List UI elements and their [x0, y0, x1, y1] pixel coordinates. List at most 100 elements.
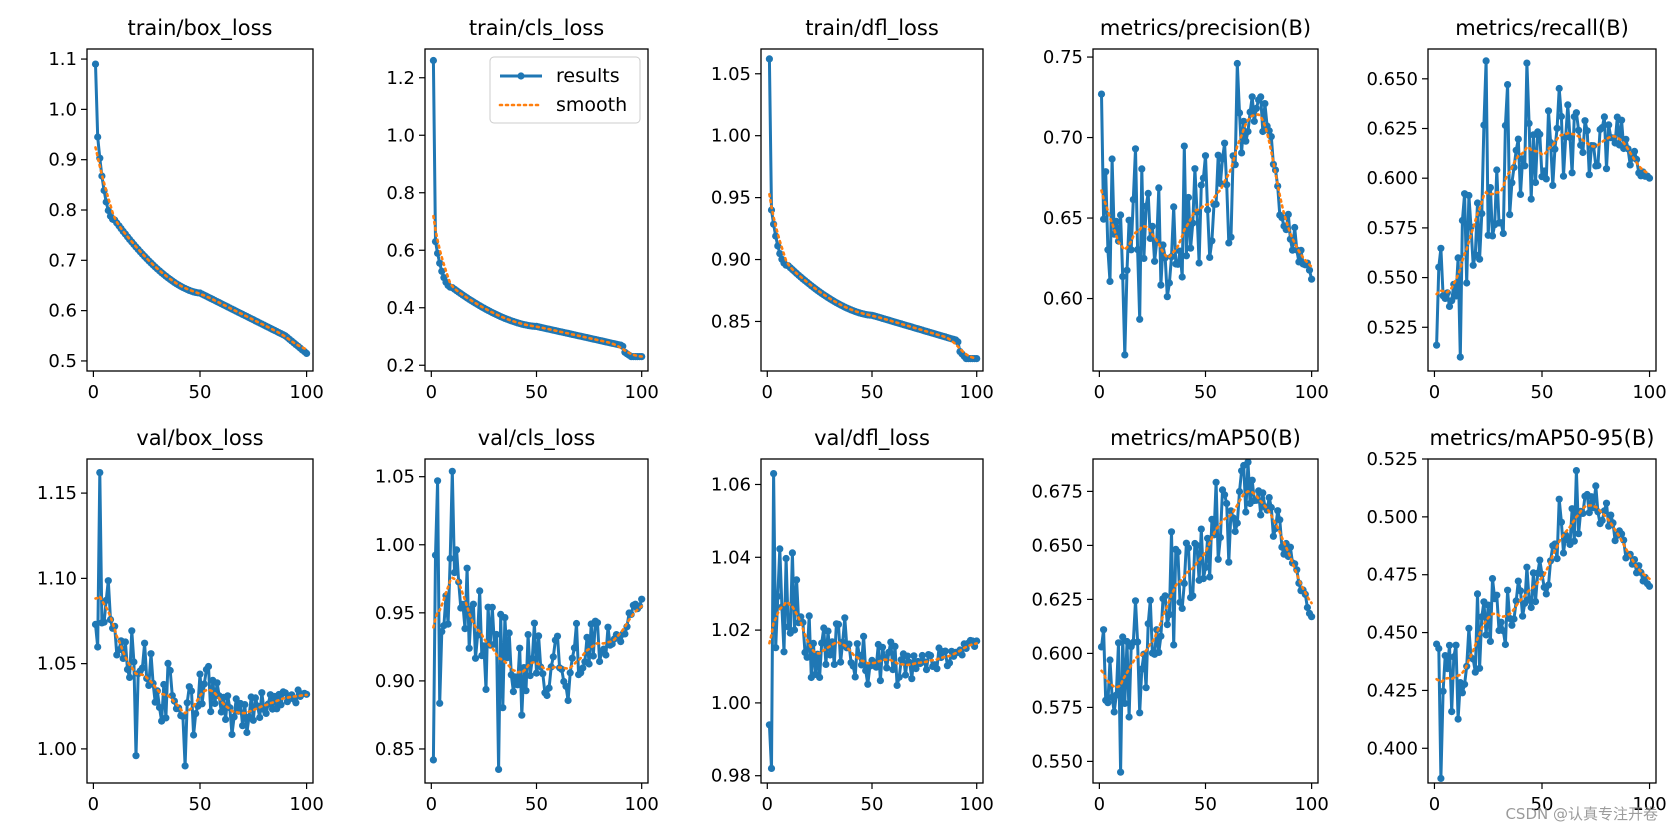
- results-point: [1248, 476, 1256, 484]
- results-point: [774, 242, 782, 250]
- results-point: [1197, 181, 1205, 189]
- y-tick-label: 0.85: [375, 739, 415, 760]
- y-tick-label: 0.70: [1043, 128, 1083, 149]
- plot-frame: [1092, 458, 1319, 784]
- results-point: [933, 665, 941, 673]
- results-point: [1497, 219, 1505, 227]
- results-point: [1170, 641, 1178, 649]
- results-point: [160, 680, 168, 689]
- results-point: [1225, 558, 1233, 566]
- results-point: [1206, 253, 1214, 261]
- results-point: [1144, 620, 1152, 628]
- chart-panel-metrics-map50-b-: metrics/mAP50(B) 0 50 100 0.550 0.575 0.600 0.6…: [1031, 426, 1328, 815]
- results-point: [1131, 145, 1140, 153]
- x-tick-label: 0: [1094, 794, 1105, 815]
- chart-title: train/dfl_loss: [805, 16, 939, 41]
- results-point: [1452, 641, 1460, 649]
- results-point: [1519, 612, 1527, 620]
- results-point: [1199, 174, 1207, 182]
- x-tick-label: 50: [1531, 794, 1554, 815]
- plot-area: [1097, 459, 1316, 776]
- results-point: [1480, 121, 1488, 129]
- results-point: [431, 551, 440, 559]
- y-tick-label: 0.65: [1043, 208, 1083, 229]
- y-tick-label: 0.7: [48, 250, 77, 271]
- results-point: [453, 546, 461, 554]
- results-point: [438, 628, 446, 636]
- results-point: [1129, 196, 1137, 204]
- y-tick-label: 0.525: [1366, 449, 1418, 470]
- results-point: [1605, 121, 1613, 129]
- results-point: [918, 651, 926, 660]
- legend-box: [489, 56, 641, 124]
- results-point: [228, 730, 236, 739]
- y-tick-label: 1.0: [386, 125, 415, 146]
- results-point: [1510, 615, 1518, 623]
- results-point: [1238, 149, 1246, 157]
- results-point: [1123, 637, 1131, 646]
- chart-panel-train-cls-loss: train/cls_loss 0 50 100 0.2 0.4 0.6 0.8 1.0 1.2 re…: [386, 16, 659, 403]
- results-point: [1437, 244, 1445, 252]
- results-point: [1463, 279, 1471, 287]
- results-point: [141, 639, 149, 647]
- results-point: [1622, 135, 1630, 143]
- results-point: [1157, 632, 1165, 640]
- chart-title: val/box_loss: [136, 426, 263, 451]
- results-point: [1189, 592, 1197, 600]
- results-point: [121, 638, 129, 646]
- results-point: [1592, 482, 1600, 490]
- plot-area: [429, 467, 646, 774]
- results-point: [1549, 181, 1557, 189]
- results-point: [474, 631, 482, 639]
- results-point: [1583, 127, 1591, 135]
- results-point: [1212, 200, 1220, 208]
- x-tick-label: 0: [426, 382, 437, 403]
- results-point: [262, 709, 270, 718]
- x-tick-label: 50: [1531, 382, 1554, 403]
- results-point: [1551, 145, 1559, 153]
- results-point: [1167, 528, 1176, 536]
- results-point: [1540, 167, 1548, 175]
- chart-title: metrics/recall(B): [1455, 16, 1629, 40]
- results-point: [100, 618, 108, 626]
- results-point: [1473, 199, 1482, 207]
- results-point: [1497, 618, 1505, 626]
- results-point: [895, 673, 903, 681]
- y-tick-label: 0.8: [386, 183, 415, 204]
- results-point: [459, 600, 467, 609]
- results-point: [954, 338, 962, 346]
- results-point: [564, 696, 572, 705]
- chart-panel-val-cls-loss: val/cls_loss 0 50 100 0.85 0.90 0.95 1.00 1.05: [375, 426, 659, 815]
- results-point: [1575, 530, 1583, 538]
- results-point: [495, 765, 503, 774]
- y-tick-label: 0.425: [1366, 680, 1418, 701]
- results-point: [478, 652, 486, 660]
- results-point: [1630, 147, 1639, 155]
- results-point: [1178, 604, 1186, 613]
- results-point: [878, 643, 887, 651]
- results-point: [1187, 244, 1195, 252]
- results-point: [910, 652, 918, 660]
- results-point: [818, 639, 826, 647]
- results-point: [147, 650, 155, 658]
- results-point: [572, 619, 581, 628]
- results-point: [516, 644, 524, 652]
- results-point: [1572, 467, 1580, 475]
- results-point: [1267, 503, 1275, 512]
- results-line: [431, 469, 644, 771]
- results-point: [776, 545, 784, 553]
- results-point: [1221, 491, 1229, 499]
- results-point: [1161, 592, 1169, 600]
- results-point: [604, 623, 612, 631]
- results-point: [593, 619, 602, 627]
- results-point: [438, 267, 446, 275]
- results-point: [151, 698, 159, 706]
- x-tick-label: 0: [762, 794, 773, 815]
- smooth-line: [768, 600, 978, 667]
- results-point: [514, 681, 522, 689]
- results-point: [1484, 601, 1492, 609]
- results-point: [1450, 653, 1458, 661]
- x-tick-label: 0: [88, 382, 99, 403]
- results-point: [488, 603, 496, 611]
- results-point: [1557, 112, 1565, 121]
